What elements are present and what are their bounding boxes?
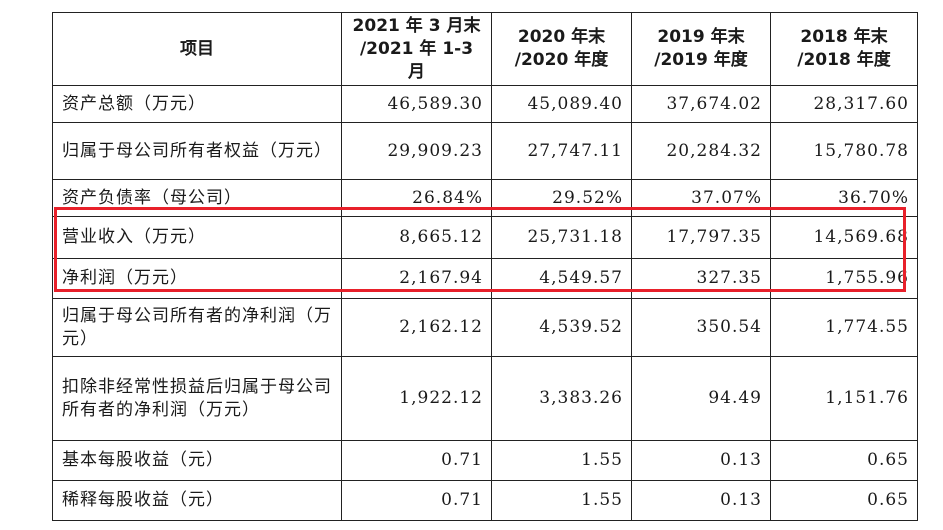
cell-value: 20,284.32 xyxy=(631,122,771,180)
cell-value: 29,909.23 xyxy=(341,122,492,180)
cell-value: 17,797.35 xyxy=(631,216,771,259)
table-row: 资产负债率（母公司） 26.84% 29.52% 37.07% 36.70% xyxy=(52,179,918,217)
table-row: 扣除非经常性损益后归属于母公司所有者的净利润（万元） 1,922.12 3,38… xyxy=(52,356,918,441)
cell-value: 327.35 xyxy=(631,258,771,299)
cell-value: 15,780.78 xyxy=(770,122,918,180)
cell-value: 26.84% xyxy=(341,179,492,217)
header-row: 项目 2021 年 3 月末/2021 年 1-3 月 2020 年末/2020… xyxy=(52,12,918,86)
cell-value: 0.13 xyxy=(631,480,771,521)
row-label: 资产负债率（母公司） xyxy=(52,179,342,217)
table-row: 稀释每股收益（元） 0.71 1.55 0.13 0.65 xyxy=(52,480,918,521)
cell-value: 25,731.18 xyxy=(491,216,632,259)
row-label: 营业收入（万元） xyxy=(52,216,342,259)
cell-value: 29.52% xyxy=(491,179,632,217)
cell-value: 2,167.94 xyxy=(341,258,492,299)
table-row: 基本每股收益（元） 0.71 1.55 0.13 0.65 xyxy=(52,440,918,481)
cell-value: 1.55 xyxy=(491,440,632,481)
table-row: 净利润（万元） 2,167.94 4,549.57 327.35 1,755.9… xyxy=(52,258,918,299)
cell-value: 1.55 xyxy=(491,480,632,521)
cell-value: 4,549.57 xyxy=(491,258,632,299)
cell-value: 0.65 xyxy=(770,440,918,481)
header-period-2018: 2018 年末/2018 年度 xyxy=(770,12,918,86)
header-period-2021q1: 2021 年 3 月末/2021 年 1-3 月 xyxy=(341,12,492,86)
row-label: 扣除非经常性损益后归属于母公司所有者的净利润（万元） xyxy=(52,356,342,441)
cell-value: 1,774.55 xyxy=(770,298,918,357)
cell-value: 46,589.30 xyxy=(341,85,492,123)
row-label: 归属于母公司所有者权益（万元） xyxy=(52,122,342,180)
cell-value: 1,755.96 xyxy=(770,258,918,299)
header-period-2019: 2019 年末/2019 年度 xyxy=(631,12,771,86)
cell-value: 0.71 xyxy=(341,440,492,481)
row-label: 净利润（万元） xyxy=(52,258,342,299)
table-row: 归属于母公司所有者的净利润（万元） 2,162.12 4,539.52 350.… xyxy=(52,298,918,357)
header-item: 项目 xyxy=(52,12,342,86)
table-row: 营业收入（万元） 8,665.12 25,731.18 17,797.35 14… xyxy=(52,216,918,259)
financial-summary-table: 项目 2021 年 3 月末/2021 年 1-3 月 2020 年末/2020… xyxy=(52,12,918,521)
cell-value: 14,569.68 xyxy=(770,216,918,259)
row-label: 资产总额（万元） xyxy=(52,85,342,123)
row-label: 基本每股收益（元） xyxy=(52,440,342,481)
cell-value: 27,747.11 xyxy=(491,122,632,180)
cell-value: 37,674.02 xyxy=(631,85,771,123)
cell-value: 0.13 xyxy=(631,440,771,481)
cell-value: 37.07% xyxy=(631,179,771,217)
cell-value: 4,539.52 xyxy=(491,298,632,357)
header-period-2020: 2020 年末/2020 年度 xyxy=(491,12,632,86)
table-row: 资产总额（万元） 46,589.30 45,089.40 37,674.02 2… xyxy=(52,85,918,123)
cell-value: 45,089.40 xyxy=(491,85,632,123)
cell-value: 36.70% xyxy=(770,179,918,217)
cell-value: 1,151.76 xyxy=(770,356,918,441)
cell-value: 0.71 xyxy=(341,480,492,521)
row-label: 稀释每股收益（元） xyxy=(52,480,342,521)
table-row: 归属于母公司所有者权益（万元） 29,909.23 27,747.11 20,2… xyxy=(52,122,918,180)
cell-value: 1,922.12 xyxy=(341,356,492,441)
cell-value: 2,162.12 xyxy=(341,298,492,357)
cell-value: 350.54 xyxy=(631,298,771,357)
cell-value: 94.49 xyxy=(631,356,771,441)
cell-value: 0.65 xyxy=(770,480,918,521)
row-label: 归属于母公司所有者的净利润（万元） xyxy=(52,298,342,357)
cell-value: 28,317.60 xyxy=(770,85,918,123)
cell-value: 3,383.26 xyxy=(491,356,632,441)
cell-value: 8,665.12 xyxy=(341,216,492,259)
